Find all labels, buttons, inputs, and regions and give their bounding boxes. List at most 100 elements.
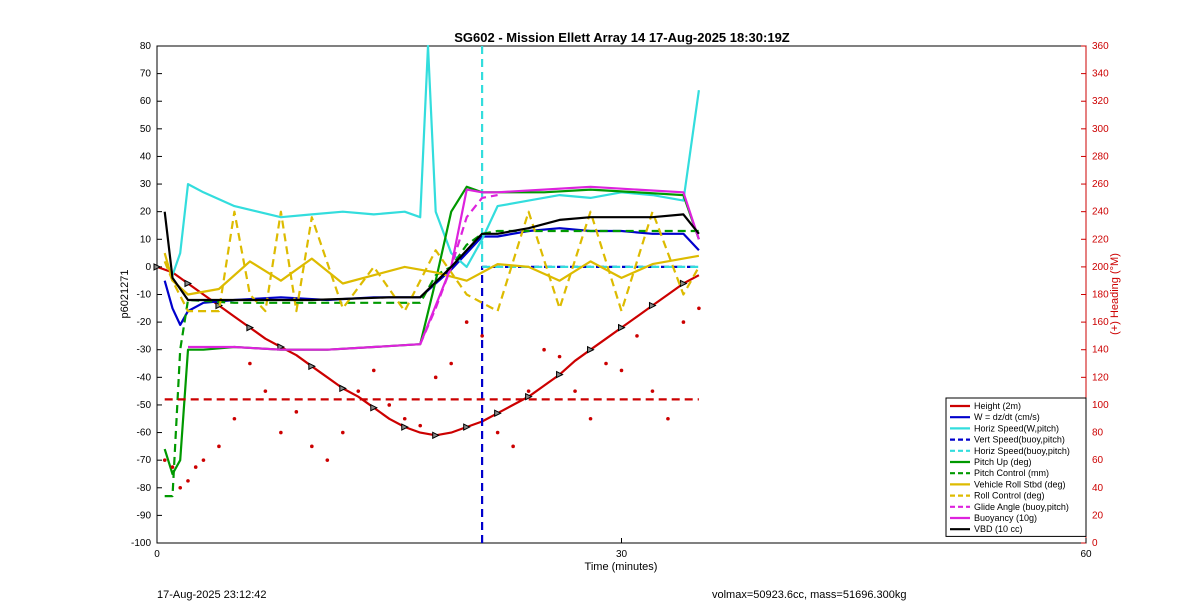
y2-tick-label: 360 — [1092, 41, 1109, 52]
heading-point — [418, 423, 423, 428]
y2-tick-label: 340 — [1092, 69, 1109, 80]
series-layer — [153, 44, 701, 543]
height-marker — [587, 345, 595, 354]
legend-label-vehicle-roll-stbd-deg: Vehicle Roll Stbd (deg) — [974, 479, 1066, 489]
y-tick-label: -30 — [137, 345, 152, 356]
heading-point — [557, 354, 562, 359]
buoyancy-10g-line — [188, 185, 700, 351]
vert-speed-buoy-pitch-line — [481, 265, 699, 543]
y2-tick-label: 220 — [1092, 234, 1109, 245]
right-axis-ticks: 360 340 320 300 280 260 240 220 200 180 160 140 120 1… — [1081, 41, 1109, 549]
y2-tick-label: 120 — [1092, 372, 1109, 383]
y2-tick-label: 60 — [1092, 455, 1104, 466]
y-tick-label: 20 — [140, 207, 152, 218]
heading-point — [232, 416, 237, 421]
heading-point — [480, 334, 484, 338]
heading-point — [650, 389, 655, 393]
y2-tick-label: 80 — [1092, 428, 1104, 439]
y2-tick-label: 160 — [1092, 317, 1109, 328]
pitch-up-deg-line — [163, 185, 700, 476]
y-axis-label: p6021271 — [119, 270, 131, 319]
legend-label-horiz-speed-w-pitch: Horiz Speed(W,pitch) — [974, 423, 1059, 433]
heading-point — [449, 361, 453, 366]
heading-point — [681, 320, 686, 324]
height-marker — [153, 263, 162, 271]
height-marker — [556, 370, 564, 379]
y2-tick-label: 300 — [1092, 124, 1109, 135]
y-tick-label: -50 — [137, 400, 152, 411]
y2-tick-label: 20 — [1092, 510, 1104, 521]
legend: Height (2m)W = dz/dt (cm/s)Horiz Speed(W… — [945, 397, 1087, 537]
x-axis-label: Time (minutes) — [585, 561, 658, 573]
chart-title: SG602 - Mission Ellett Array 14 17-Aug-2… — [454, 30, 790, 45]
legend-label-vert-speed-buoy-pitch: Vert Speed(buoy,pitch) — [974, 435, 1065, 445]
legend-label-horiz-speed-buoy-pitch: Horiz Speed(buoy,pitch) — [974, 446, 1070, 456]
heading-point — [433, 375, 438, 380]
vbd-10-cc-line — [163, 211, 700, 302]
legend-label-w-dz-dt-cm-s: W = dz/dt (cm/s) — [974, 412, 1040, 422]
horiz-speed-w-pitch-line — [171, 44, 700, 276]
heading-point — [310, 444, 314, 449]
legend-label-vbd-10-cc: VBD (10 cc) — [974, 524, 1023, 534]
legend-label-height-2m: Height (2m) — [974, 401, 1021, 411]
legend-label-pitch-control-mm: Pitch Control (mm) — [974, 468, 1049, 478]
heading-point — [604, 361, 608, 366]
heading-point — [178, 485, 183, 490]
roll-control-deg-line — [163, 210, 700, 313]
heading-point — [588, 416, 593, 421]
y2-tick-label: 140 — [1092, 345, 1109, 356]
y2-tick-label: 280 — [1092, 151, 1109, 162]
footer-mass-info: volmax=50923.6cc, mass=51696.300kg — [712, 589, 906, 601]
y2-axis-label: (+) Heading (°M) — [1109, 253, 1121, 335]
heading-point — [201, 458, 206, 462]
heading-point — [217, 444, 221, 449]
y-tick-label: -90 — [137, 510, 152, 521]
height-marker — [370, 403, 378, 412]
height-marker — [277, 343, 285, 351]
x-tick-label: 0 — [154, 549, 160, 560]
y-tick-label: -60 — [137, 428, 152, 439]
height-marker — [401, 423, 409, 431]
heading-point — [402, 416, 407, 421]
y2-tick-label: 320 — [1092, 96, 1109, 107]
left-axis-ticks: 80 70 60 50 40 30 20 10 0 -10 -20 -30 -40 -50 -60 -70 -8… — [131, 41, 162, 549]
heading-point — [511, 444, 515, 449]
height-marker — [618, 323, 626, 332]
y-tick-label: -20 — [137, 317, 152, 328]
height-marker — [463, 423, 471, 431]
y2-tick-label: 100 — [1092, 400, 1109, 411]
y-tick-label: 80 — [140, 41, 152, 52]
heading-point — [619, 368, 624, 373]
heading-point — [573, 389, 577, 393]
height-marker — [308, 362, 316, 371]
heading-point — [526, 389, 531, 393]
y2-tick-label: 260 — [1092, 179, 1109, 190]
y-tick-label: -70 — [137, 455, 152, 466]
height-marker — [184, 279, 193, 288]
heading-point — [325, 458, 330, 462]
x-tick-label: 30 — [616, 549, 628, 560]
heading-point — [635, 334, 639, 338]
heading-point — [387, 403, 392, 407]
heading-point — [294, 410, 299, 414]
heading-point — [495, 430, 500, 435]
y2-tick-label: 180 — [1092, 290, 1109, 301]
y2-tick-label: 240 — [1092, 207, 1109, 218]
heading-point — [697, 306, 701, 311]
heading-point — [248, 361, 252, 366]
heading-point — [193, 465, 198, 469]
heading-point — [186, 479, 190, 483]
legend-box — [945, 397, 1087, 537]
height-marker — [432, 431, 440, 440]
legend-label-glide-angle-buoy-pitch: Glide Angle (buoy,pitch) — [974, 502, 1069, 512]
y-tick-label: 60 — [140, 96, 152, 107]
heading-point — [263, 389, 268, 393]
legend-label-roll-control-deg: Roll Control (deg) — [974, 491, 1045, 501]
heading-point — [356, 389, 361, 393]
y2-tick-label: 200 — [1092, 262, 1109, 273]
heading-point — [170, 465, 175, 469]
y-tick-label: 30 — [140, 179, 152, 190]
y-tick-label: 50 — [140, 124, 152, 135]
legend-label-pitch-up-deg: Pitch Up (deg) — [974, 457, 1032, 467]
heading-point — [666, 416, 670, 421]
